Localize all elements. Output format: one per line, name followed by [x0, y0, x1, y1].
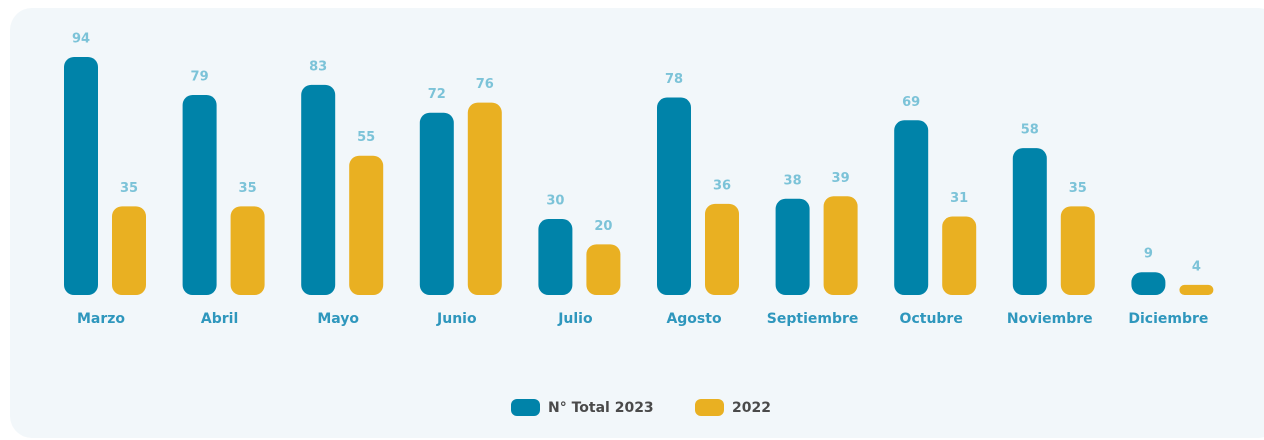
bar [301, 84, 336, 295]
value-label: 4 [1192, 259, 1201, 274]
category-label: Mayo [317, 311, 359, 327]
category-label: Abril [201, 311, 238, 327]
category-label: Noviembre [1007, 311, 1093, 327]
category-label: Octubre [900, 311, 963, 327]
category-label: Marzo [77, 311, 125, 327]
legend-swatch [695, 399, 724, 416]
value-label: 20 [594, 219, 612, 234]
value-label: 35 [239, 181, 257, 196]
category-label: Diciembre [1128, 311, 1208, 327]
bar [823, 196, 858, 295]
category-label: Septiembre [767, 311, 859, 327]
category-label: Junio [436, 311, 477, 327]
value-label: 76 [476, 77, 494, 92]
value-label: 55 [357, 130, 375, 145]
bar [586, 244, 621, 295]
value-label: 79 [191, 69, 209, 84]
bar [419, 112, 454, 296]
value-label: 94 [72, 32, 90, 47]
bar [467, 102, 502, 296]
value-label: 30 [546, 194, 564, 209]
bar [1131, 272, 1166, 295]
value-label: 78 [665, 72, 683, 87]
bar [182, 94, 217, 295]
bar [112, 206, 146, 295]
bar [1179, 284, 1214, 295]
value-label: 38 [784, 173, 802, 188]
value-label: 35 [120, 181, 138, 196]
value-label: 9 [1144, 247, 1153, 262]
bar [775, 198, 810, 295]
value-label: 83 [309, 59, 327, 74]
value-label: 69 [902, 95, 920, 110]
bar [1060, 206, 1095, 295]
value-label: 58 [1021, 123, 1039, 138]
bar [894, 120, 929, 295]
value-label: 31 [950, 191, 968, 206]
bar [705, 203, 739, 295]
legend-label: N° Total 2023 [548, 400, 654, 416]
bar [538, 219, 573, 295]
bar [64, 57, 98, 295]
bar [1012, 148, 1047, 295]
bar [230, 206, 265, 295]
value-label: 72 [428, 87, 446, 102]
bar [942, 216, 977, 295]
bar [349, 155, 384, 295]
value-label: 35 [1069, 181, 1087, 196]
legend-swatch [511, 399, 540, 416]
category-label: Julio [557, 311, 593, 327]
value-label: 36 [713, 178, 731, 193]
category-label: Agosto [666, 311, 722, 327]
bar [657, 97, 691, 295]
value-label: 39 [832, 171, 850, 186]
legend-label: 2022 [732, 400, 771, 416]
